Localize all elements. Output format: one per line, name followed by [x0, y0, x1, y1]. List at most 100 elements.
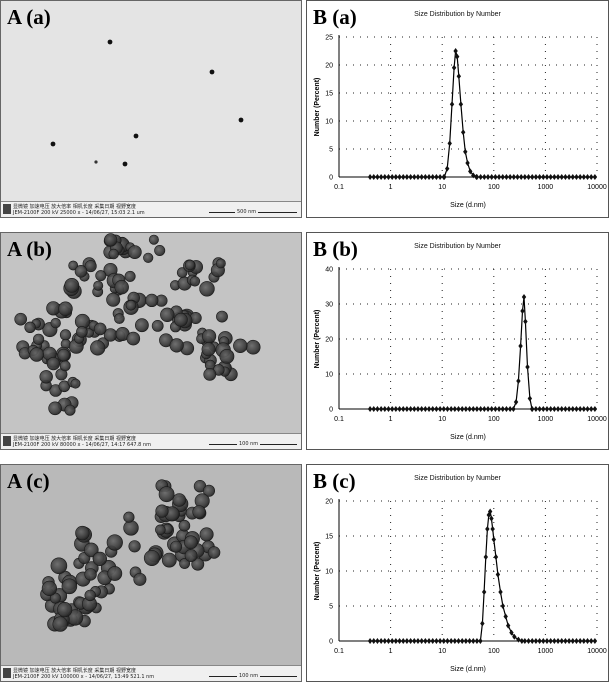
tem-label-b: A (b) — [7, 237, 52, 261]
data-point — [375, 638, 380, 644]
particle — [76, 326, 88, 338]
data-point — [445, 638, 450, 644]
chart-title: Size Distribution by Number — [414, 475, 501, 482]
y-tick-label: 20 — [325, 499, 333, 506]
data-point — [555, 638, 561, 644]
particle — [125, 300, 137, 311]
data-point — [574, 406, 579, 412]
data-point — [404, 406, 410, 412]
data-point — [375, 174, 380, 180]
data-point — [577, 174, 583, 180]
particle — [57, 348, 71, 362]
data-point — [460, 638, 465, 644]
chart-svg-a: 0 5 10 15 20 25 0.1 1 10 100 1000 10000 Size (d.nm) N… — [314, 35, 607, 210]
data-point — [415, 406, 421, 412]
particle — [143, 550, 160, 567]
data-point — [408, 406, 413, 412]
data-point — [393, 638, 399, 644]
data-point — [592, 638, 598, 644]
particle — [64, 404, 76, 416]
data-point — [371, 638, 376, 644]
data-point — [515, 174, 520, 180]
tem-image-c: A (c) 显微镜 加速电压 放大倍率 相机长度 采集日期 视野宽度 JEM-2… — [0, 464, 302, 682]
data-point — [511, 406, 516, 412]
data-point — [367, 406, 373, 412]
chart-svg-b: 0 10 20 30 40 0.1 1 10 100 1000 10000 Size (d.nm) Nu… — [314, 267, 607, 442]
data-point — [481, 589, 487, 595]
data-point — [456, 406, 461, 412]
particle — [123, 520, 139, 536]
particle — [169, 338, 184, 353]
data-point — [577, 638, 583, 644]
y-axis-label: Number (Percent) — [314, 310, 321, 369]
x-tick-label: 1 — [389, 184, 393, 191]
data-point — [544, 174, 550, 180]
data-point — [496, 406, 502, 412]
y-tick-label: 15 — [325, 534, 333, 541]
data-point — [463, 148, 468, 155]
data-point — [441, 638, 446, 644]
data-point — [523, 318, 528, 325]
particle — [215, 258, 226, 269]
data-point — [441, 406, 446, 412]
footer-header: 显微镜 加速电压 放大倍率 相机长度 采集日期 视野宽度 — [13, 668, 136, 674]
data-point — [500, 603, 506, 609]
data-point — [521, 294, 527, 300]
data-point — [574, 174, 579, 180]
data-point — [404, 638, 410, 644]
dls-chart-b: B (b) Size Distribution by Number 0 10 20 3… — [306, 232, 609, 450]
data-point — [430, 174, 435, 180]
data-point — [397, 174, 402, 180]
y-tick-label: 5 — [329, 604, 333, 611]
particle — [58, 301, 73, 316]
data-point — [491, 536, 496, 543]
data-point — [386, 174, 391, 180]
particle — [39, 370, 53, 384]
particle — [126, 331, 141, 346]
particle — [48, 401, 62, 416]
x-tick-label: 1000 — [538, 416, 554, 423]
particle — [172, 493, 187, 507]
data-point — [408, 638, 413, 644]
dls-label-b: B (b) — [313, 237, 358, 261]
data-point — [426, 174, 432, 180]
y-tick-label: 20 — [325, 337, 333, 344]
data-point — [437, 406, 443, 412]
x-tick-label: 10 — [438, 416, 446, 423]
data-point — [500, 174, 505, 180]
series-line — [370, 296, 595, 410]
particle — [74, 264, 88, 278]
data-point — [577, 406, 583, 412]
tem-image-a: A (a) 显微镜 加速电压 放大倍率 相机长度 采集日期 视野宽度 JEM-2… — [0, 0, 302, 218]
data-point — [566, 174, 572, 180]
particle — [46, 301, 61, 316]
data-point — [419, 174, 424, 180]
particle — [199, 527, 214, 542]
data-point — [555, 406, 561, 412]
particle — [61, 578, 78, 595]
x-tick-label: 10000 — [587, 648, 607, 655]
footer-values: JEM-2100F 200 kV 100000 x - 14/06/27, 13… — [13, 674, 155, 680]
y-tick-label: 5 — [329, 147, 333, 154]
particle — [114, 279, 129, 295]
x-tick-label: 0.1 — [334, 416, 344, 423]
x-tick-label: 1 — [389, 416, 393, 423]
data-point — [386, 406, 391, 412]
tem-micrograph-c — [40, 479, 221, 632]
data-point — [419, 406, 424, 412]
data-point — [456, 73, 462, 80]
data-point — [592, 174, 598, 180]
x-axis-label: Size (d.nm) — [450, 666, 486, 673]
data-point — [451, 64, 457, 71]
particle — [84, 568, 97, 581]
data-point — [516, 636, 521, 643]
particle — [209, 69, 215, 75]
data-point — [495, 571, 501, 578]
particle — [106, 534, 123, 551]
data-point — [371, 406, 376, 412]
data-point — [500, 406, 505, 412]
y-tick-label: 10 — [325, 372, 333, 379]
scale-label: 500 nm — [235, 209, 259, 215]
data-point — [544, 406, 550, 412]
y-tick-label: 15 — [325, 91, 333, 98]
